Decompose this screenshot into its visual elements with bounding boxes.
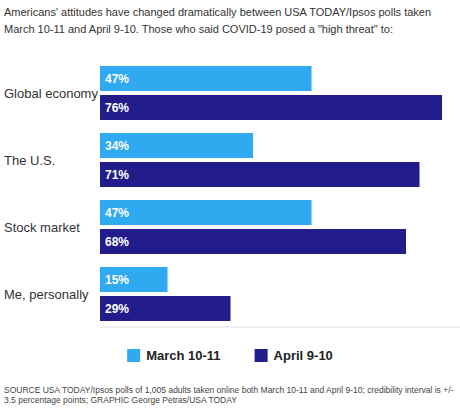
chart: Global economy 47% 76% The U.S. 34% 71% Stock … <box>0 0 460 408</box>
data-label: 29% <box>105 302 129 316</box>
data-label: 76% <box>105 101 129 115</box>
bars <box>100 66 442 321</box>
value-axis <box>100 327 460 328</box>
data-label: 47% <box>105 206 129 220</box>
category-label: Global economy <box>4 86 98 101</box>
bar <box>100 296 231 321</box>
legend-label: March 10-11 <box>146 348 220 363</box>
bar <box>100 95 442 120</box>
category-label: Me, personally <box>4 287 89 302</box>
source-note: SOURCE USA TODAY/Ipsos polls of 1,005 ad… <box>4 385 456 405</box>
category-label: Stock market <box>4 220 80 235</box>
bar <box>100 66 312 91</box>
bar <box>100 200 312 225</box>
legend: March 10-11 April 9-10 <box>127 348 333 363</box>
bar <box>100 229 406 254</box>
title: Americans' attitudes have changed dramat… <box>4 4 456 38</box>
legend-swatch <box>255 349 268 362</box>
labels: Global economy 47% 76% The U.S. 34% 71% Stock … <box>4 72 129 316</box>
data-label: 68% <box>105 235 129 249</box>
legend-label: April 9-10 <box>274 348 333 363</box>
bar <box>100 133 253 158</box>
category-label: The U.S. <box>4 153 55 168</box>
data-label: 15% <box>105 273 129 287</box>
bar <box>100 162 420 187</box>
data-label: 34% <box>105 139 129 153</box>
legend-swatch <box>127 349 140 362</box>
data-label: 71% <box>105 168 129 182</box>
data-label: 47% <box>105 72 129 86</box>
bar <box>100 267 168 292</box>
